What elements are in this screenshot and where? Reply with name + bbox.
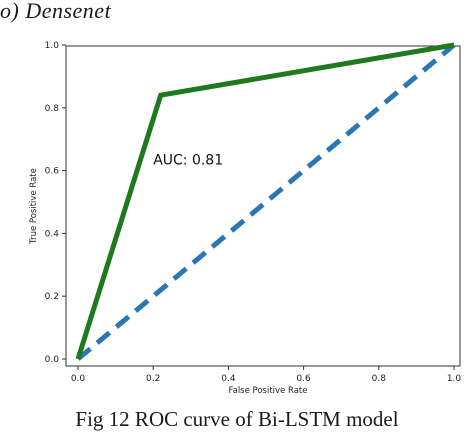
y-axis-label: True Positive Rate — [29, 168, 39, 245]
chance-diagonal-line — [76, 43, 456, 361]
roc-chart: 0.0 0.2 0.4 0.6 0.8 1.0 0.0 0.2 0.4 0.6 0.8 1.0 AUC… — [29, 41, 462, 396]
x-tick-label: 0.4 — [221, 374, 236, 384]
y-tick-label: 1.0 — [45, 41, 60, 51]
y-tick-label: 0.6 — [45, 167, 60, 177]
y-tick-label: 0.8 — [45, 104, 60, 114]
roc-curve-line — [75, 42, 455, 360]
series-layer — [75, 42, 456, 361]
x-tick-label: 0.0 — [71, 374, 86, 384]
figure-caption: Fig 12 ROC curve of Bi-LSTM model — [75, 407, 399, 431]
y-tick-label: 0.2 — [45, 292, 59, 302]
panel-label: o) Densenet — [0, 0, 112, 23]
y-tick-label: 0.0 — [45, 355, 60, 365]
x-tick-label: 0.6 — [296, 374, 311, 384]
x-axis-label: False Positive Rate — [229, 386, 308, 396]
x-tick-label: 0.8 — [372, 374, 387, 384]
y-tick-label: 0.4 — [45, 229, 60, 239]
ticks-layer: 0.0 0.2 0.4 0.6 0.8 1.0 0.0 0.2 0.4 0.6 0.8 1.0 — [45, 41, 462, 384]
x-tick-label: 1.0 — [447, 374, 462, 384]
x-tick-label: 0.2 — [146, 374, 160, 384]
auc-annotation: AUC: 0.81 — [153, 152, 223, 168]
